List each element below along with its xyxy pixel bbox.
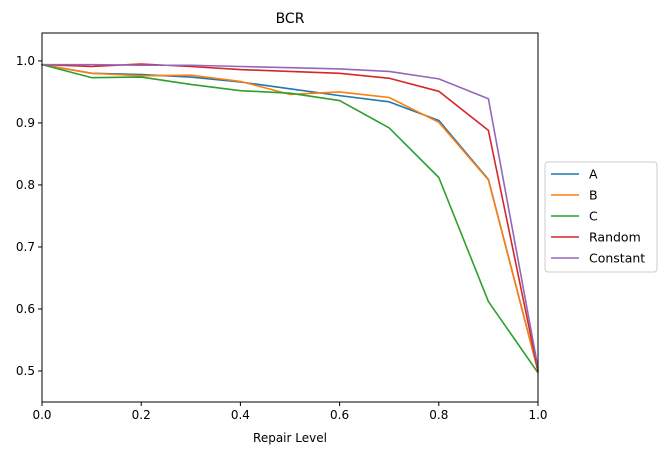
y-tick-label: 0.5 [16,364,35,378]
legend: ABC Random Constant [544,161,658,273]
y-axis: 0.5 0.6 0.7 0.8 0.9 1.0 [16,54,42,378]
y-tick-label: 1.0 [16,54,35,68]
series-line-c [41,63,539,374]
legend-label-b: B [589,188,598,203]
series-line-random [41,63,539,372]
series-line-a [41,63,539,372]
y-tick-label: 0.9 [16,116,35,130]
x-tick-label: 0.0 [32,408,51,422]
legend-label-c: C [589,209,598,224]
series-layer [41,63,539,374]
x-axis: 0.0 0.2 0.4 0.6 0.8 1.0 [32,402,548,422]
x-axis-label: Repair Level [253,431,327,445]
legend-label-constant: Constant [589,251,645,266]
x-tick-label: 0.4 [231,408,250,422]
y-tick-label: 0.7 [16,240,35,254]
x-tick-label: 0.8 [429,408,448,422]
legend-box [544,161,658,273]
x-tick-label: 1.0 [528,408,547,422]
series-line-constant [41,63,539,369]
x-tick-label: 0.6 [330,408,349,422]
legend-label-a: A [589,167,598,182]
y-tick-label: 0.6 [16,302,35,316]
series-line-b [41,63,539,372]
y-tick-label: 0.8 [16,178,35,192]
x-tick-label: 0.2 [132,408,151,422]
legend-label-random: Random [589,230,641,245]
plot-frame [41,32,539,403]
chart-title: BCR [276,11,305,27]
